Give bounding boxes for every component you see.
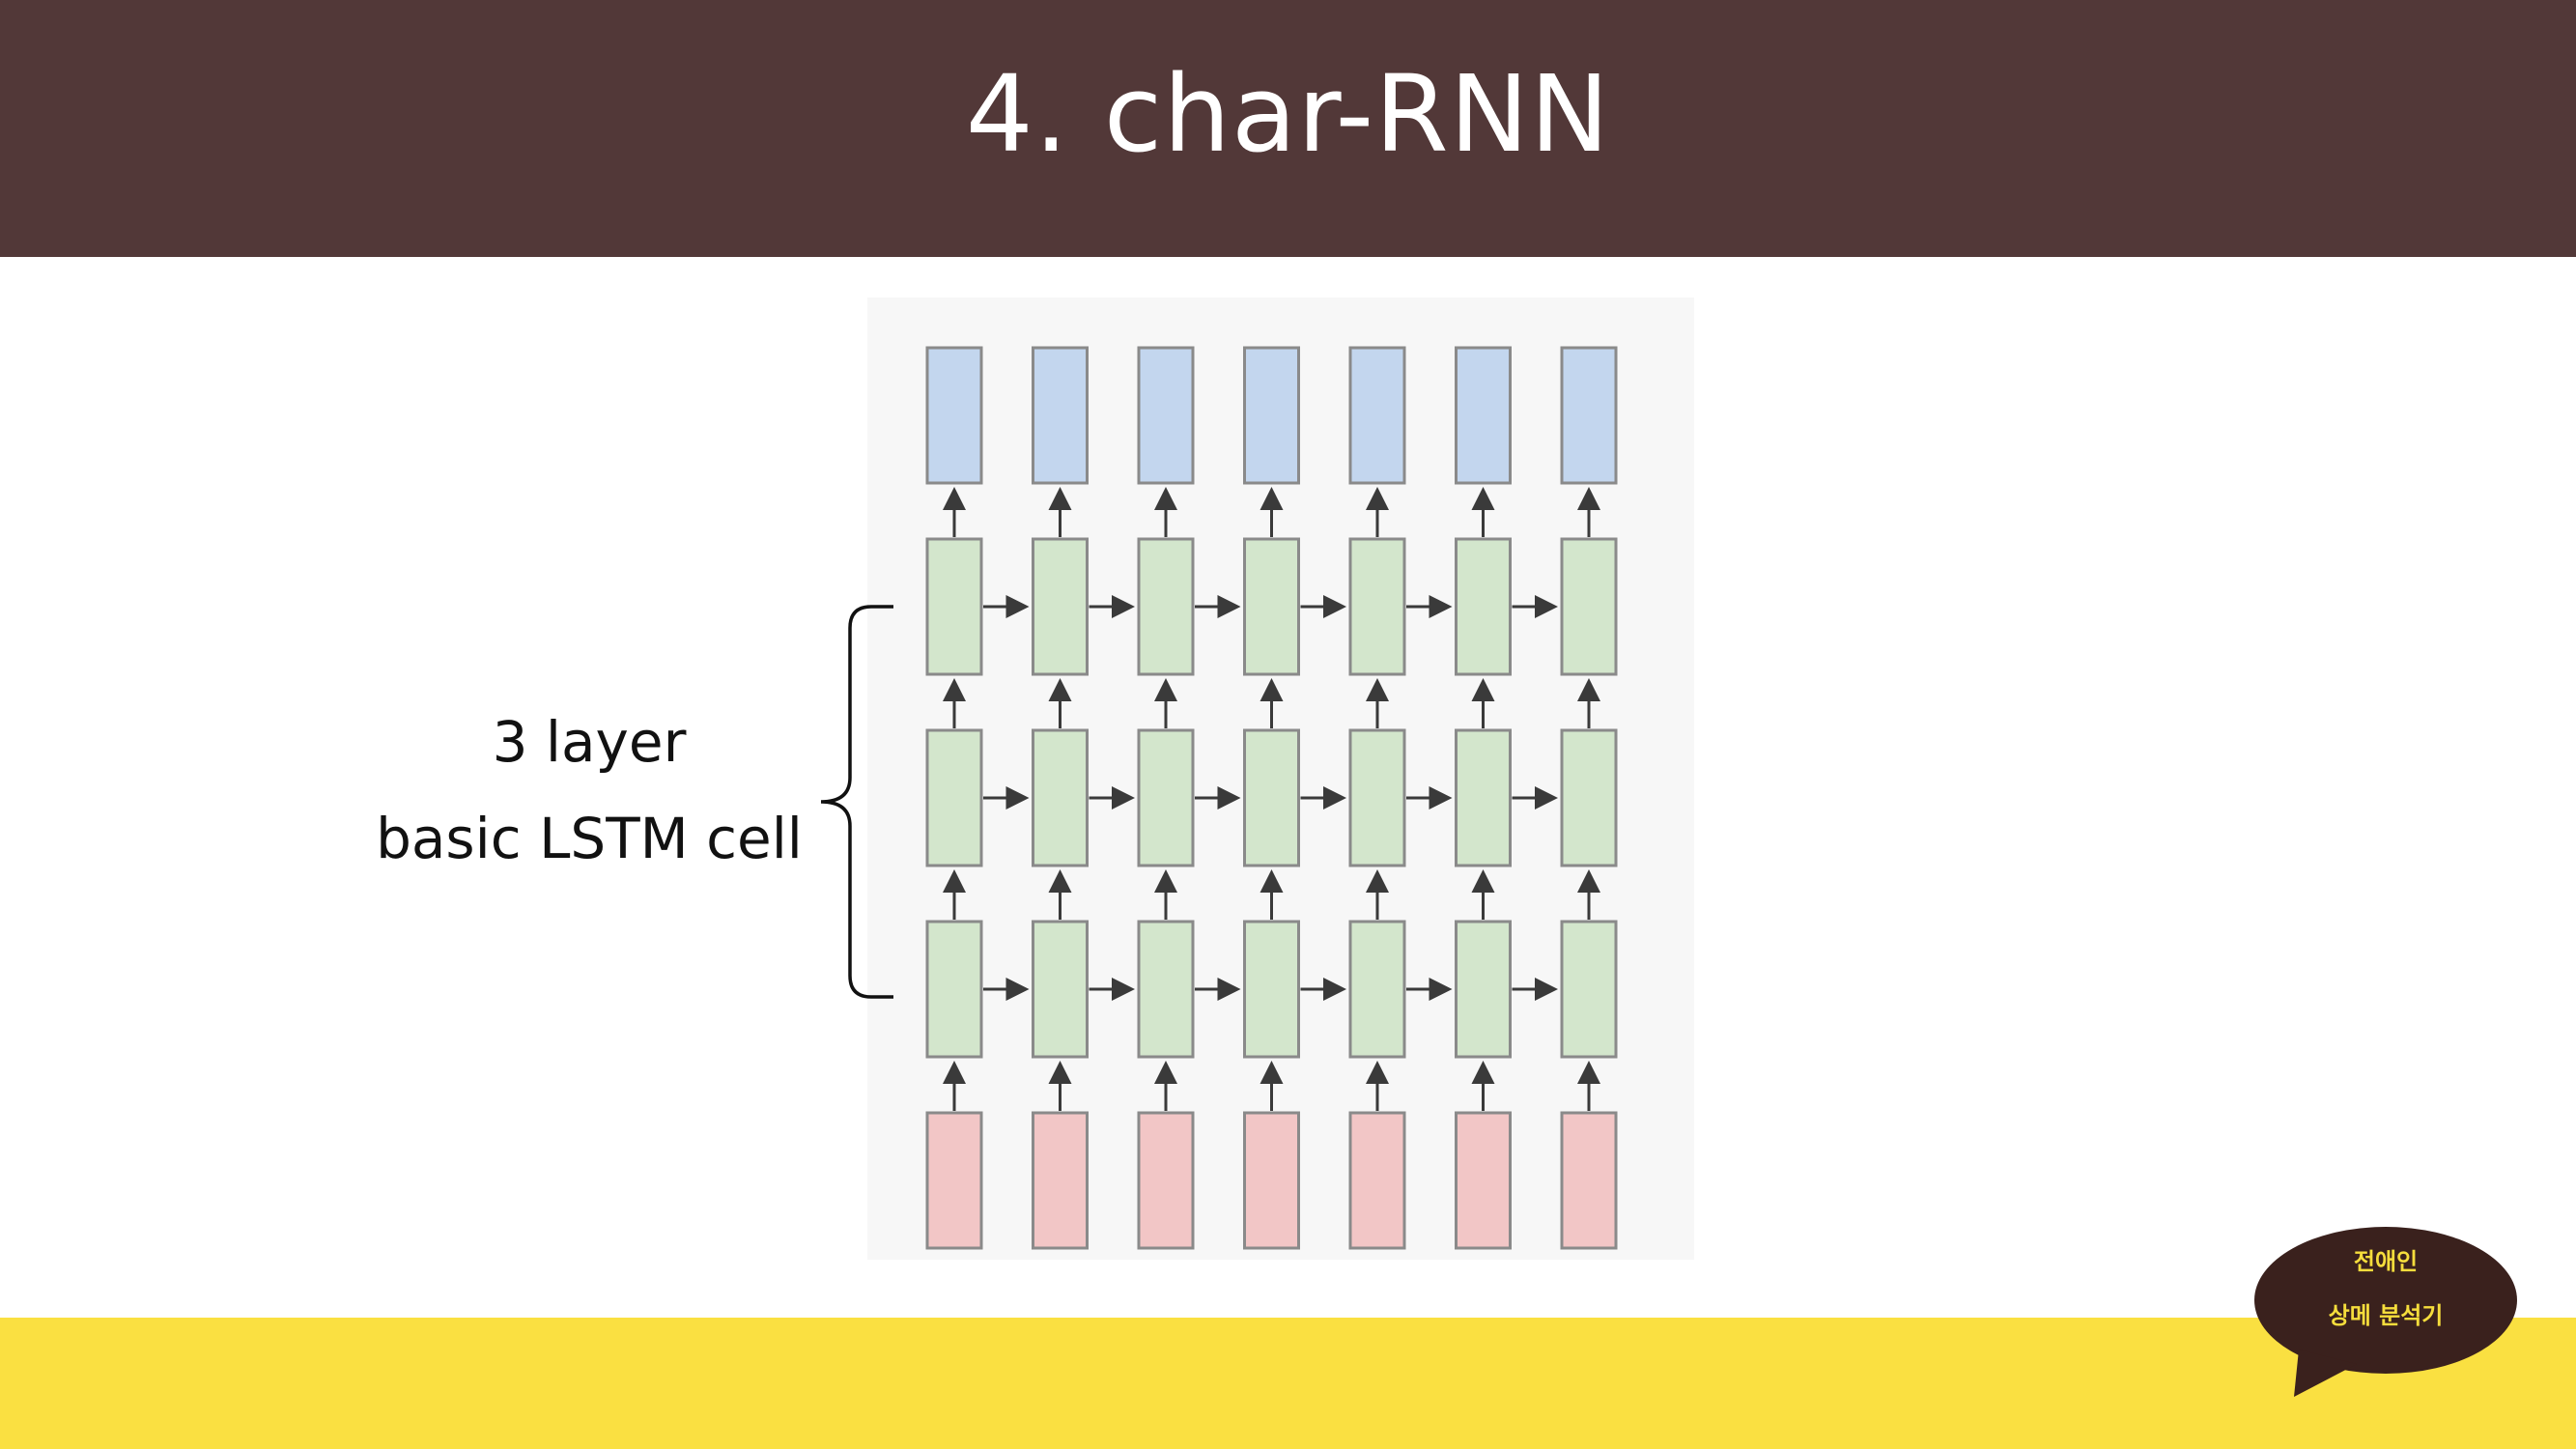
input-cell [1137, 1111, 1195, 1250]
input-cell [1560, 1111, 1618, 1250]
hidden-cell [1243, 920, 1300, 1059]
output-cell [1243, 346, 1300, 485]
hidden-cell [1455, 728, 1512, 867]
output-cell [1032, 346, 1089, 485]
slide-title: 4. char-RNN [965, 52, 1611, 176]
footer-bar [0, 1318, 2576, 1449]
input-cell [925, 1111, 983, 1250]
hidden-cell [1348, 728, 1406, 867]
output-cell [1137, 346, 1195, 485]
hidden-cell [1348, 920, 1406, 1059]
hidden-cell [925, 537, 983, 676]
hidden-cell [1348, 537, 1406, 676]
layer-count-label: 3 layer [492, 709, 687, 775]
output-cell [1560, 346, 1618, 485]
hidden-cell [1032, 728, 1089, 867]
layer-description: 3 layer basic LSTM cell [319, 694, 860, 887]
hidden-cell [925, 728, 983, 867]
hidden-cell [1137, 920, 1195, 1059]
hidden-cell [1455, 920, 1512, 1059]
hidden-cell [1243, 537, 1300, 676]
input-cell [1455, 1111, 1512, 1250]
output-cell [1455, 346, 1512, 485]
header-bar [0, 0, 2576, 257]
layer-brace [820, 605, 893, 999]
speech-bubble-badge [2254, 1227, 2517, 1397]
hidden-cell [1032, 537, 1089, 676]
hidden-cell [1560, 728, 1618, 867]
badge-line-1: 전애인 [2353, 1248, 2419, 1275]
badge-line-2: 상메 분석기 [2328, 1302, 2444, 1329]
hidden-cell [1560, 920, 1618, 1059]
hidden-cell [1243, 728, 1300, 867]
hidden-cell [1137, 728, 1195, 867]
hidden-cell [925, 920, 983, 1059]
badge-text: 전애인 상메 분석기 [2255, 1235, 2516, 1343]
input-cell [1032, 1111, 1089, 1250]
output-cell [925, 346, 983, 485]
input-cell [1243, 1111, 1300, 1250]
char-rnn-diagram [867, 298, 1694, 1260]
hidden-cell [1560, 537, 1618, 676]
output-cell [1348, 346, 1406, 485]
hidden-cell [1032, 920, 1089, 1059]
hidden-cell [1455, 537, 1512, 676]
hidden-cell [1137, 537, 1195, 676]
cell-type-label: basic LSTM cell [376, 806, 803, 871]
input-cell [1348, 1111, 1406, 1250]
